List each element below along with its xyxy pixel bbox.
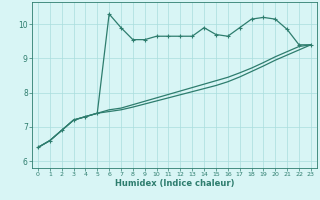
X-axis label: Humidex (Indice chaleur): Humidex (Indice chaleur): [115, 179, 234, 188]
